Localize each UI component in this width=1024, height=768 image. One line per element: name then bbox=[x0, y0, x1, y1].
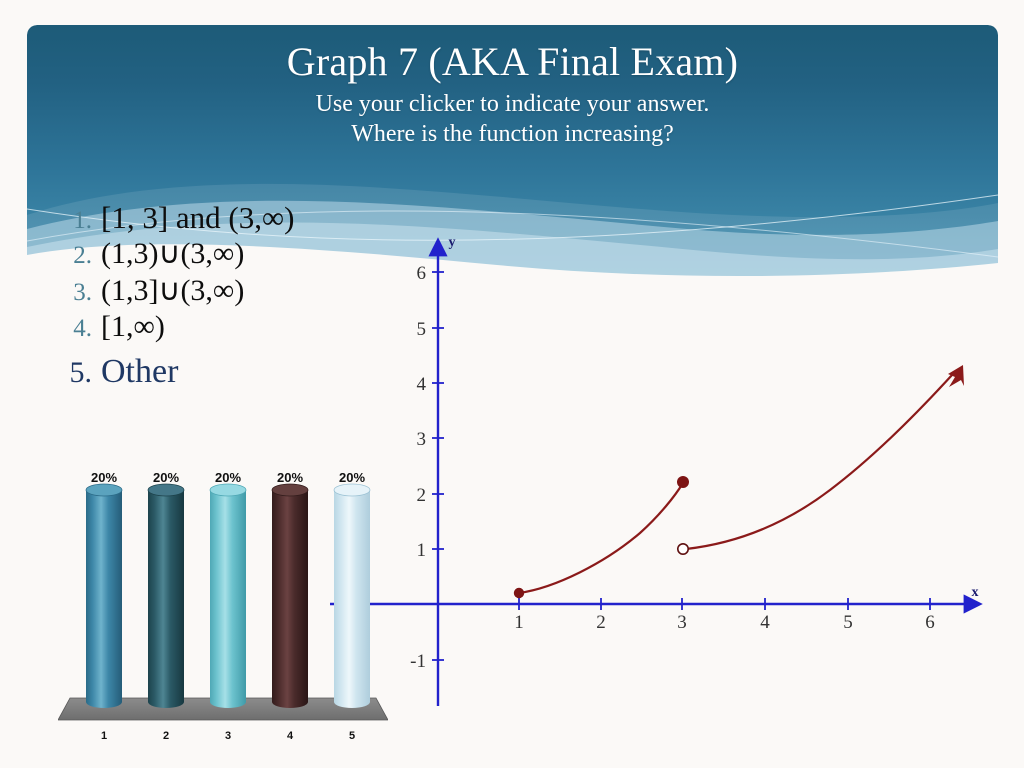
y-axis-label: y bbox=[449, 235, 456, 250]
answer-option-3[interactable]: 3. (1,3]∪(3,∞) bbox=[56, 274, 416, 308]
bar-4 bbox=[271, 483, 309, 708]
answer-option-4[interactable]: 4. [1,∞) bbox=[56, 310, 416, 344]
x-axis-label: x bbox=[972, 585, 979, 600]
curve-branch-2 bbox=[684, 373, 954, 551]
bar-category-label-4: 4 bbox=[287, 730, 294, 742]
answer-option-2[interactable]: 2. (1,3)∪(3,∞) bbox=[56, 237, 416, 271]
y-tick-labels: 6 5 4 3 2 1 -1 bbox=[410, 263, 426, 672]
closed-point-1-0.2 bbox=[513, 587, 525, 599]
svg-text:3: 3 bbox=[417, 429, 427, 450]
slide-header: Graph 7 (AKA Final Exam) Use your clicke… bbox=[27, 25, 998, 287]
answer-text-2: (1,3)∪(3,∞) bbox=[101, 237, 245, 271]
title-block: Graph 7 (AKA Final Exam) Use your clicke… bbox=[27, 25, 998, 149]
svg-text:1: 1 bbox=[514, 612, 524, 633]
answer-number-2: 2. bbox=[73, 242, 92, 270]
svg-text:-1: -1 bbox=[410, 651, 426, 672]
subtitle-instruction: Use your clicker to indicate your answer… bbox=[315, 91, 710, 118]
svg-text:2: 2 bbox=[417, 485, 427, 506]
svg-text:6: 6 bbox=[925, 612, 935, 633]
svg-text:6: 6 bbox=[417, 263, 427, 284]
response-bar-chart: 20% 20% 20% 20% 20% 1 2 3 4 5 bbox=[58, 470, 388, 745]
bar-category-label-3: 3 bbox=[225, 730, 231, 742]
bar-category-label-2: 2 bbox=[163, 730, 169, 742]
answer-number-1: 1. bbox=[73, 207, 92, 234]
bar-value-label-3: 20% bbox=[215, 470, 241, 485]
bar-value-label-4: 20% bbox=[277, 470, 303, 485]
curve-arrowhead-icon bbox=[948, 365, 964, 387]
closed-point-3-1.8 bbox=[677, 476, 689, 488]
answer-number-5: 5. bbox=[69, 355, 93, 389]
subtitle-question: Where is the function increasing? bbox=[351, 120, 674, 147]
answer-number-3: 3. bbox=[73, 278, 92, 306]
bar-value-label-5: 20% bbox=[339, 470, 365, 485]
bar-category-label-1: 1 bbox=[101, 730, 107, 742]
svg-text:5: 5 bbox=[843, 612, 853, 633]
svg-text:4: 4 bbox=[417, 374, 427, 395]
bar-3 bbox=[209, 483, 247, 708]
answer-options-list: 1. [1, 3] and (3,∞) 2. (1,3)∪(3,∞) 3. (1… bbox=[56, 200, 416, 394]
answer-option-5[interactable]: 5. Other bbox=[56, 353, 416, 392]
answer-text-3: (1,3]∪(3,∞) bbox=[101, 273, 245, 307]
bar-value-label-1: 20% bbox=[91, 470, 117, 485]
bar-category-label-5: 5 bbox=[349, 730, 355, 742]
answer-text-4: [1,∞) bbox=[101, 309, 165, 343]
svg-text:4: 4 bbox=[760, 612, 770, 633]
answer-number-4: 4. bbox=[73, 314, 92, 342]
answer-option-1[interactable]: 1. [1, 3] and (3,∞) bbox=[56, 200, 416, 235]
bar-2 bbox=[147, 483, 185, 708]
bar-5 bbox=[333, 483, 371, 708]
function-graph: -1 1 2 3 4 5 6 6 5 4 3 2 1 -1 x y bbox=[330, 228, 1010, 708]
header-wave-decoration bbox=[27, 137, 998, 287]
svg-text:3: 3 bbox=[677, 612, 687, 633]
open-point-3-1 bbox=[676, 542, 689, 555]
svg-text:1: 1 bbox=[417, 540, 427, 561]
bar-value-label-2: 20% bbox=[153, 470, 179, 485]
page-title: Graph 7 (AKA Final Exam) bbox=[286, 39, 739, 84]
svg-text:5: 5 bbox=[417, 319, 427, 340]
svg-text:2: 2 bbox=[596, 612, 606, 633]
x-tick-labels: -1 1 2 3 4 5 6 bbox=[347, 612, 935, 633]
curve-branch-1 bbox=[517, 481, 685, 595]
bar-1 bbox=[85, 483, 123, 708]
y-axis-ticks bbox=[432, 271, 444, 661]
answer-text-5: Other bbox=[101, 352, 179, 390]
answer-text-1: [1, 3] and (3,∞) bbox=[101, 200, 295, 235]
